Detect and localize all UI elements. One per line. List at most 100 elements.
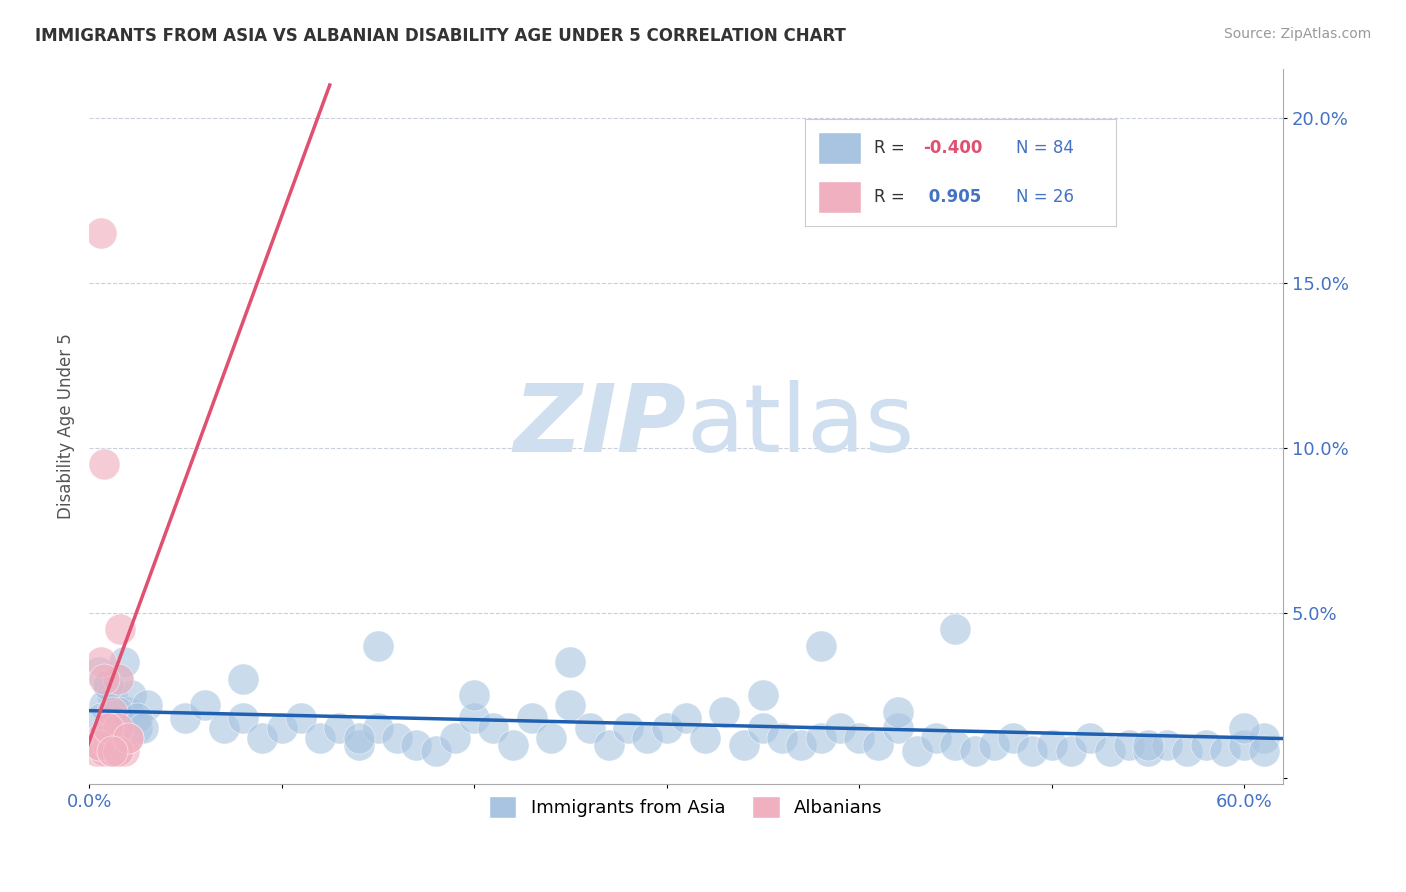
Point <box>93 672 115 686</box>
Point <box>1213 744 1236 758</box>
Y-axis label: Disability Age Under 5: Disability Age Under 5 <box>58 334 75 519</box>
Point <box>695 731 717 746</box>
Point <box>97 678 120 692</box>
Point <box>963 744 986 758</box>
Point <box>93 738 115 752</box>
Point <box>752 689 775 703</box>
Point <box>520 711 543 725</box>
Point <box>905 744 928 758</box>
Point <box>232 672 254 686</box>
Point <box>101 689 124 703</box>
Point <box>405 738 427 752</box>
Point <box>925 731 948 746</box>
Point <box>101 705 124 719</box>
Point <box>108 623 131 637</box>
Point <box>560 656 582 670</box>
Point <box>112 744 135 758</box>
Point <box>1040 738 1063 752</box>
Point <box>117 731 139 746</box>
Point <box>90 731 112 746</box>
Point <box>328 722 350 736</box>
Point <box>790 738 813 752</box>
Point <box>127 711 149 725</box>
Point <box>868 738 890 752</box>
Point <box>1195 738 1218 752</box>
Point <box>117 705 139 719</box>
Point <box>117 731 139 746</box>
Text: IMMIGRANTS FROM ASIA VS ALBANIAN DISABILITY AGE UNDER 5 CORRELATION CHART: IMMIGRANTS FROM ASIA VS ALBANIAN DISABIL… <box>35 27 846 45</box>
Point <box>101 744 124 758</box>
Point <box>1021 744 1043 758</box>
Point <box>86 744 108 758</box>
Point <box>135 698 157 713</box>
Legend: Immigrants from Asia, Albanians: Immigrants from Asia, Albanians <box>482 789 890 825</box>
Point <box>93 698 115 713</box>
Point <box>733 738 755 752</box>
Point <box>97 722 120 736</box>
Point <box>598 738 620 752</box>
Point <box>675 711 697 725</box>
Point <box>90 227 112 241</box>
Point <box>105 744 128 758</box>
Point <box>425 744 447 758</box>
Point <box>90 656 112 670</box>
Point <box>752 722 775 736</box>
Point <box>97 731 120 746</box>
Point <box>87 738 110 752</box>
Point <box>309 731 332 746</box>
Point <box>107 672 129 686</box>
Point <box>945 738 967 752</box>
Point <box>93 458 115 472</box>
Point <box>107 672 129 686</box>
Text: ZIP: ZIP <box>513 381 686 473</box>
Point <box>97 738 120 752</box>
Point <box>90 711 112 725</box>
Point <box>87 738 110 752</box>
Point <box>1060 744 1083 758</box>
Point <box>120 689 142 703</box>
Point <box>101 738 124 752</box>
Point <box>1156 738 1178 752</box>
Point <box>194 698 217 713</box>
Point <box>101 744 124 758</box>
Point <box>97 722 120 736</box>
Point <box>713 705 735 719</box>
Point <box>270 722 292 736</box>
Point <box>1253 744 1275 758</box>
Point <box>385 731 408 746</box>
Point <box>367 639 389 653</box>
Point <box>252 731 274 746</box>
Point <box>886 705 908 719</box>
Point <box>540 731 562 746</box>
Point <box>87 665 110 680</box>
Point <box>560 698 582 713</box>
Point <box>770 731 793 746</box>
Point <box>367 722 389 736</box>
Point <box>347 738 370 752</box>
Point <box>290 711 312 725</box>
Point <box>107 722 129 736</box>
Point <box>810 639 832 653</box>
Point <box>810 731 832 746</box>
Point <box>1233 722 1256 736</box>
Point <box>1233 738 1256 752</box>
Point <box>617 722 640 736</box>
Point <box>463 689 485 703</box>
Point <box>463 711 485 725</box>
Text: atlas: atlas <box>686 381 914 473</box>
Point <box>97 678 120 692</box>
Point <box>127 722 149 736</box>
Point <box>107 705 129 719</box>
Point <box>1098 744 1121 758</box>
Point <box>232 711 254 725</box>
Point <box>1253 731 1275 746</box>
Point <box>444 731 467 746</box>
Point <box>828 722 851 736</box>
Point <box>1002 731 1025 746</box>
Point <box>112 656 135 670</box>
Point <box>1137 738 1160 752</box>
Point <box>1118 738 1140 752</box>
Point <box>132 722 155 736</box>
Point <box>1175 744 1198 758</box>
Point <box>174 711 197 725</box>
